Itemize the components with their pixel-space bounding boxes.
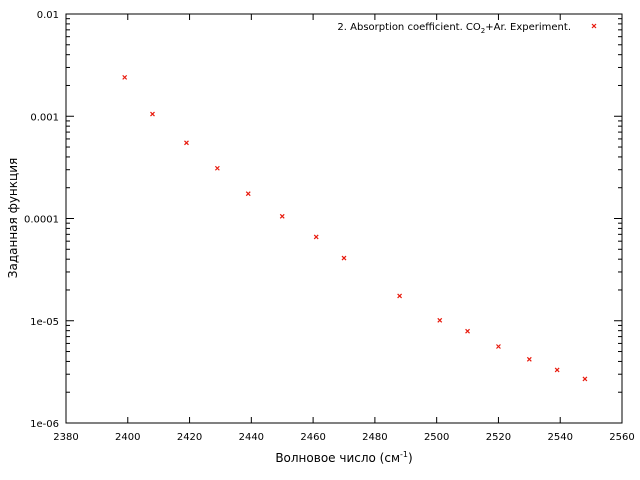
data-point	[437, 317, 443, 323]
x-axis-title: Волновое число (см-1)	[275, 450, 412, 465]
legend-label: 2. Absorption coefficient. CO2+Ar. Exper…	[337, 22, 571, 35]
data-point	[496, 344, 501, 349]
x-tick-label: 2440	[239, 432, 264, 443]
data-point	[245, 191, 251, 197]
y-tick-label: 0.0001	[24, 215, 59, 226]
data-point	[465, 328, 470, 334]
x-tick-label: 2540	[547, 432, 572, 443]
data-point	[184, 140, 189, 146]
x-axis-ticks: 2380 2400 2420 2440 2460 2480 2500 2520 2540 2560	[53, 14, 635, 443]
data-point	[341, 255, 347, 261]
y-axis-title: Заданная функция	[6, 158, 20, 278]
y-tick-label: 1e-06	[30, 419, 59, 430]
data-point	[554, 367, 560, 373]
data-point	[279, 213, 285, 219]
legend-marker-cross	[591, 23, 597, 29]
x-tick-label: 2500	[424, 432, 449, 443]
y-axis-ticks: 1e-06 1e-05 0.0001 0.001 0.01	[24, 10, 622, 430]
data-point	[150, 111, 155, 117]
legend: 2. Absorption coefficient. CO2+Ar. Exper…	[337, 22, 597, 35]
legend-marker	[591, 23, 597, 29]
x-tick-label: 2460	[300, 432, 325, 443]
data-point	[526, 356, 532, 362]
x-tick-label: 2400	[115, 432, 140, 443]
data-point	[397, 293, 403, 299]
x-tick-label: 2420	[177, 432, 202, 443]
data-point	[214, 165, 220, 171]
x-tick-label: 2480	[362, 432, 387, 443]
data-points	[122, 74, 588, 382]
data-point	[582, 376, 588, 382]
plot-frame	[65, 13, 623, 424]
data-point	[122, 74, 128, 80]
y-tick-label: 0.001	[30, 112, 59, 123]
data-point	[313, 234, 319, 240]
y-tick-label: 1e-05	[30, 317, 59, 328]
y-tick-label: 0.01	[37, 10, 59, 21]
x-tick-label: 2560	[609, 432, 634, 443]
x-tick-label: 2520	[486, 432, 511, 443]
x-tick-label: 2380	[53, 432, 78, 443]
